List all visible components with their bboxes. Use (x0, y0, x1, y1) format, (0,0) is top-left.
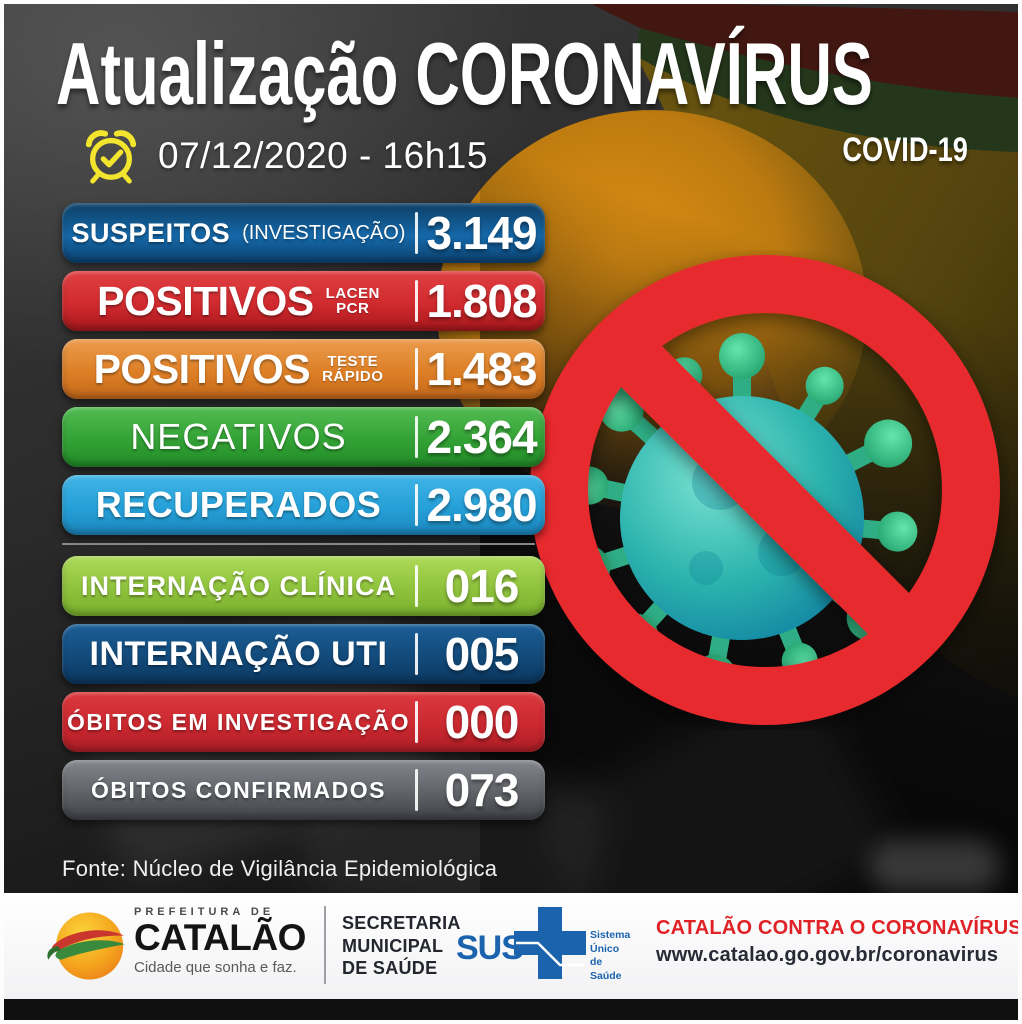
datetime-row: 07/12/2020 - 16h15 (80, 127, 488, 185)
stat-bar: POSITIVOS TESTE RÁPIDO 1.483 (62, 339, 545, 399)
stat-value: 005 (444, 628, 520, 680)
stat-bar: ÓBITOS EM INVESTIGAÇÃO 000 (62, 692, 545, 752)
catalao-logo-text: PREFEITURA DE CATALÃO Cidade que sonha e… (134, 906, 306, 976)
value-separator (415, 701, 418, 743)
prefeitura-label: PREFEITURA DE (134, 906, 275, 918)
stat-sublabel: TESTE RÁPIDO (322, 352, 384, 385)
stat-value: 073 (444, 764, 520, 816)
catalao-ball-icon (47, 912, 125, 980)
stat-label: POSITIVOS (97, 277, 314, 324)
stat-label: ÓBITOS EM INVESTIGAÇÃO (66, 708, 411, 735)
stat-label: POSITIVOS (93, 345, 311, 392)
campaign-block: CATALÃO CONTRA O CORONAVÍRUS www.catalao… (656, 917, 1022, 967)
stat-bar: RECUPERADOS 2.980 (62, 475, 545, 535)
value-separator (415, 769, 418, 811)
stat-bar: INTERNAÇÃO UTI 005 (62, 624, 545, 684)
value-separator (415, 348, 418, 390)
stat-label-area: SUSPEITOS (INVESTIGAÇÃO) (62, 218, 415, 249)
group-divider (62, 543, 535, 545)
stat-label-area: POSITIVOS LACEN PCR (62, 278, 415, 325)
stat-label-area: RECUPERADOS (62, 484, 415, 526)
stat-value: 1.808 (426, 275, 537, 327)
bottom-strip (4, 999, 1018, 1020)
stat-label: INTERNAÇÃO UTI (89, 634, 388, 673)
stat-label: SUSPEITOS (71, 217, 231, 248)
value-separator (415, 416, 418, 458)
secretaria-label: SECRETARIA MUNICIPAL DE SAÚDE (342, 913, 461, 978)
stat-label-area: INTERNAÇÃO CLÍNICA (62, 571, 415, 602)
stat-value: 1.483 (426, 343, 537, 395)
stat-value: 000 (444, 696, 520, 748)
datetime-text: 07/12/2020 - 16h15 (158, 135, 488, 176)
stat-label: ÓBITOS CONFIRMADOS (91, 776, 386, 803)
footer: PREFEITURA DE CATALÃO Cidade que sonha e… (4, 893, 1022, 999)
stat-value: 016 (444, 560, 520, 612)
value-separator (415, 484, 418, 526)
stat-bar: INTERNAÇÃO CLÍNICA 016 (62, 556, 545, 616)
stat-sublabel: (INVESTIGAÇÃO) (242, 221, 406, 244)
value-separator (415, 212, 418, 254)
stat-value: 3.149 (426, 207, 537, 259)
stat-label-area: INTERNAÇÃO UTI (62, 635, 415, 674)
stat-label-area: POSITIVOS TESTE RÁPIDO (62, 346, 415, 393)
source-note: Fonte: Núcleo de Vigilância Epidemiológi… (62, 856, 498, 881)
value-separator (415, 565, 418, 607)
stat-label: INTERNAÇÃO CLÍNICA (81, 570, 396, 601)
stat-label: RECUPERADOS (95, 484, 382, 525)
stat-value: 2.980 (426, 479, 537, 531)
sus-text: SUS (456, 929, 524, 967)
stat-value: 2.364 (426, 411, 537, 463)
prohibition-ring (530, 255, 1000, 725)
stat-bar: POSITIVOS LACEN PCR 1.808 (62, 271, 545, 331)
stat-label: NEGATIVOS (130, 416, 347, 457)
footer-divider (324, 906, 326, 984)
stat-sublabel: LACEN PCR (325, 284, 380, 317)
sus-tagline: Sistema Único de Saúde (590, 929, 631, 982)
stat-label-area: ÓBITOS CONFIRMADOS (62, 777, 415, 804)
covid-subtitle: COVID-19 (842, 131, 968, 169)
alarm-clock-icon (85, 130, 137, 184)
stat-bar: NEGATIVOS 2.364 (62, 407, 545, 467)
stat-label-area: NEGATIVOS (62, 416, 415, 458)
stat-label-area: ÓBITOS EM INVESTIGAÇÃO (62, 709, 415, 736)
stat-bar: SUSPEITOS (INVESTIGAÇÃO) 3.149 (62, 203, 545, 263)
sus-cross-icon (514, 907, 586, 979)
stat-bar: ÓBITOS CONFIRMADOS 073 (62, 760, 545, 820)
sus-logo: SUS Sistema Único de Saúde (456, 905, 636, 987)
no-virus-icon (530, 255, 1000, 725)
campaign-url: www.catalao.go.gov.br/coronavirus (656, 944, 999, 966)
background-blur-shape (870, 840, 1000, 892)
value-separator (415, 633, 418, 675)
campaign-title: CATALÃO CONTRA O CORONAVÍRUS (656, 917, 1022, 939)
catalao-tagline: Cidade que sonha e faz. (134, 958, 297, 976)
catalao-name: CATALÃO (134, 917, 306, 958)
page-title: Atualização CORONAVÍRUS (56, 24, 873, 123)
value-separator (415, 280, 418, 322)
stats-list: SUSPEITOS (INVESTIGAÇÃO) 3.149 POSITIVOS LAC… (62, 203, 545, 828)
